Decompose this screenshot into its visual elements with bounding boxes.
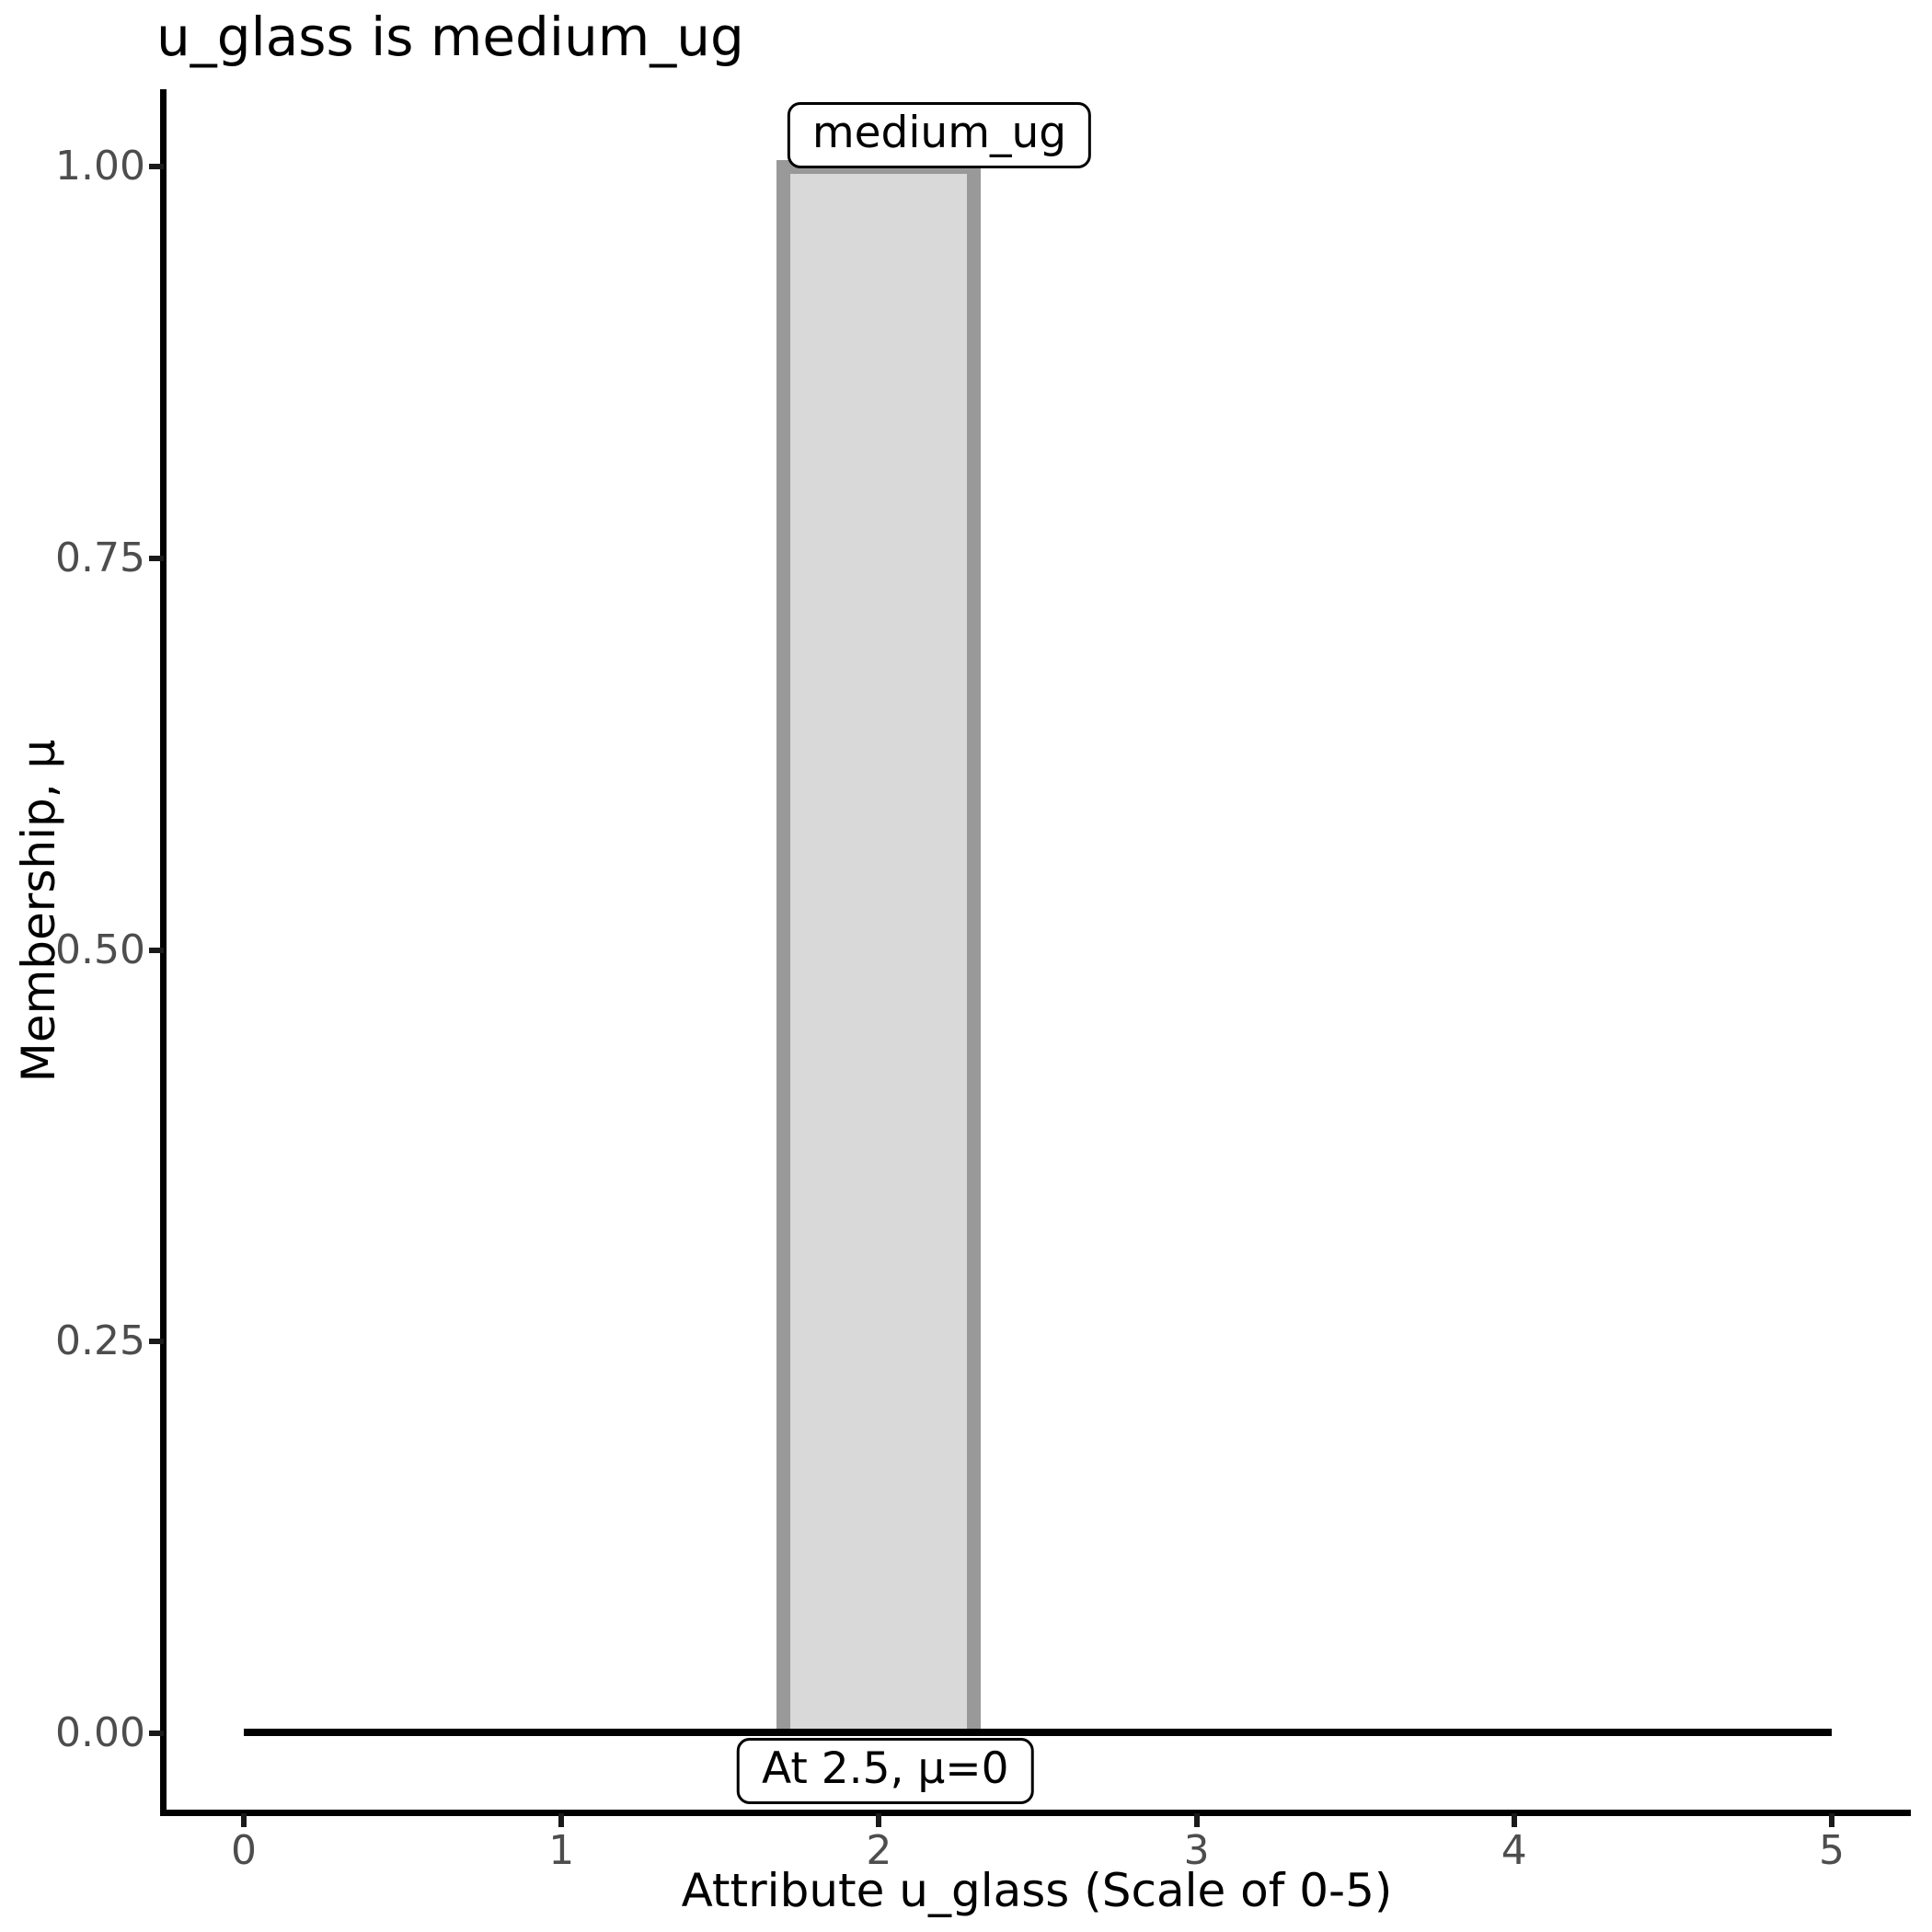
y-tick-label: 0.50 (55, 926, 145, 973)
y-tick-label: 0.25 (55, 1317, 145, 1365)
x-tick-label: 2 (866, 1827, 892, 1874)
zero-membership-line (244, 1729, 1832, 1736)
x-tick-label: 1 (548, 1827, 575, 1874)
x-tick-mark (1511, 1813, 1517, 1827)
y-axis-title: Membership, μ (12, 739, 65, 1083)
x-tick-label: 4 (1501, 1827, 1527, 1874)
y-tick-mark (149, 947, 164, 953)
y-tick-mark (149, 1339, 164, 1345)
chart-title: u_glass is medium_ug (156, 6, 744, 68)
y-tick-mark (149, 1731, 164, 1736)
x-tick-mark (876, 1813, 882, 1827)
membership-function-bar (776, 159, 982, 1733)
y-tick-mark (149, 164, 164, 169)
x-tick-mark (558, 1813, 565, 1827)
x-axis-title: Attribute u_glass (Scale of 0-5) (681, 1864, 1393, 1917)
point-membership-label: At 2.5, μ=0 (737, 1738, 1034, 1804)
x-tick-label: 3 (1183, 1827, 1210, 1874)
x-tick-mark (1829, 1813, 1834, 1827)
x-axis-line (160, 1810, 1911, 1816)
x-tick-label: 5 (1819, 1827, 1845, 1874)
y-tick-label: 1.00 (55, 143, 145, 190)
y-axis-line (160, 89, 167, 1816)
y-tick-label: 0.75 (55, 534, 145, 581)
membership-set-label: medium_ug (787, 102, 1092, 168)
x-tick-mark (1193, 1813, 1200, 1827)
y-tick-label: 0.00 (55, 1709, 145, 1756)
x-tick-label: 0 (231, 1827, 257, 1874)
x-tick-mark (241, 1813, 247, 1827)
y-tick-mark (149, 555, 164, 561)
